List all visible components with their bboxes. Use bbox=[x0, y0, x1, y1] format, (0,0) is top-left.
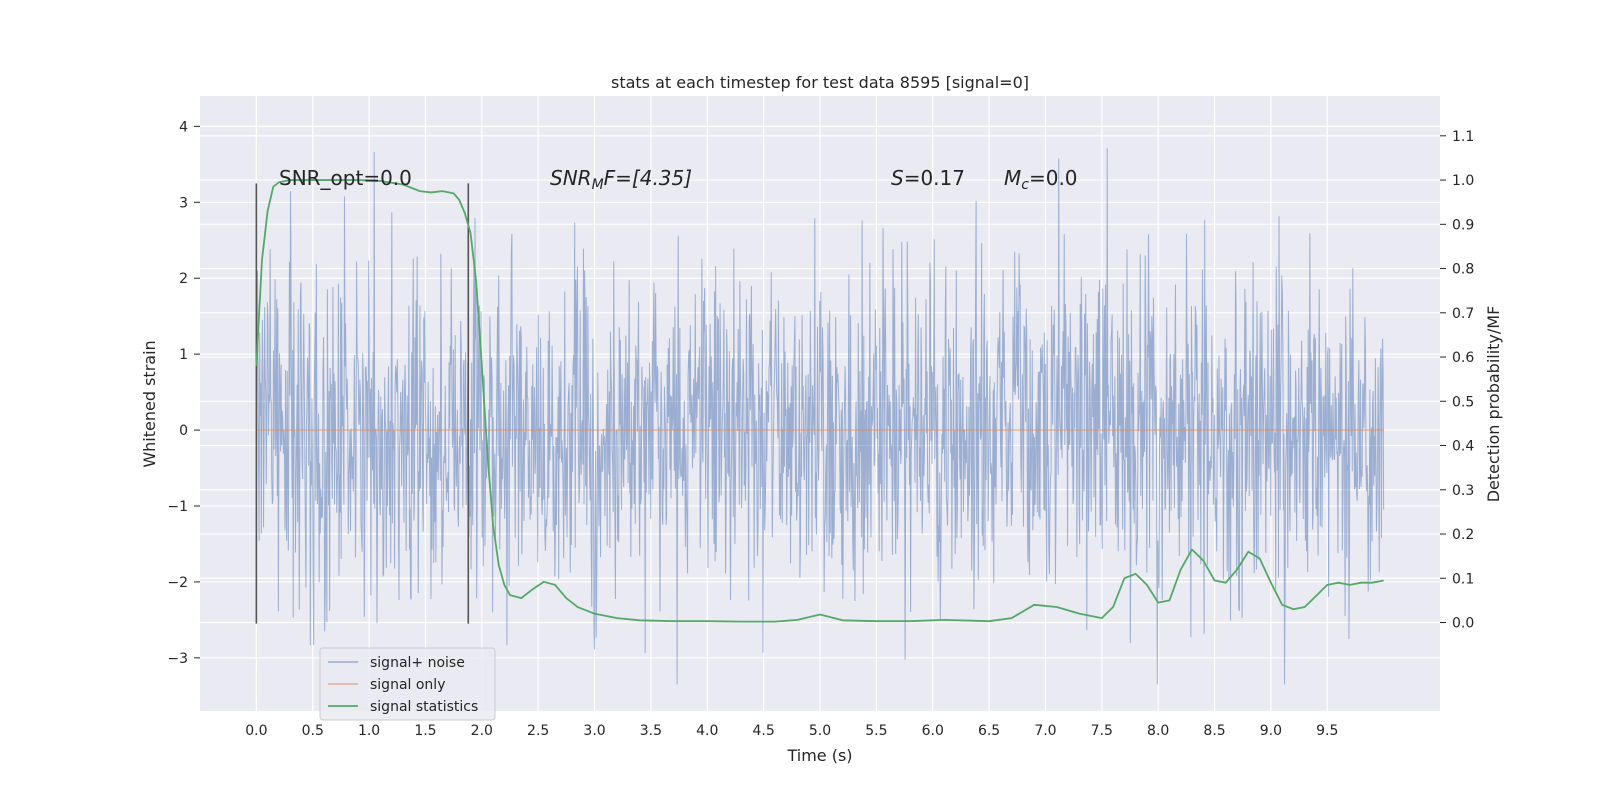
x-tick-label: 6.5 bbox=[978, 723, 1000, 739]
legend-label-signal-statistics: signal statistics bbox=[370, 699, 478, 715]
x-tick-label: 4.5 bbox=[753, 723, 775, 739]
annotation-mc: Mc=0.0 bbox=[1004, 166, 1078, 193]
y-tick-label: 2 bbox=[179, 271, 188, 287]
y-axis-label: Whitened strain bbox=[140, 340, 159, 467]
y-tick-label: 1 bbox=[179, 347, 188, 363]
y2-tick-label: 0.0 bbox=[1452, 616, 1474, 632]
x-tick-label: 9.0 bbox=[1260, 723, 1282, 739]
y-tick-label: 3 bbox=[179, 195, 188, 211]
y2-axis-label: Detection probability/MF bbox=[1484, 306, 1503, 503]
annotation-s-value: =0.17 bbox=[904, 166, 965, 190]
annotation-s: S=0.17 bbox=[891, 166, 965, 190]
y2-tick-label: 1.0 bbox=[1452, 173, 1474, 189]
tick-labels: 0.0 0.5 1.0 1.5 2.0 2.5 3.0 3.5 4.0 4.5 5.0 5.5 6.0 6… bbox=[167, 119, 1474, 739]
annotation-snr-mf-value: F=[4.35] bbox=[604, 166, 692, 190]
legend: signal+ noise signal only signal statist… bbox=[319, 647, 496, 721]
series-signal-statistics bbox=[255, 179, 1384, 623]
x-tick-label: 7.0 bbox=[1034, 723, 1056, 739]
y2-tick-label: 0.3 bbox=[1452, 483, 1474, 499]
x-tick-label: 8.0 bbox=[1147, 723, 1169, 739]
x-axis-label: Time (s) bbox=[786, 746, 852, 765]
x-tick-label: 5.0 bbox=[809, 723, 831, 739]
x-tick-label: 1.0 bbox=[358, 723, 380, 739]
x-tick-label: 7.5 bbox=[1091, 723, 1113, 739]
y-tick-label: 4 bbox=[179, 119, 188, 135]
x-tick-label: 0.5 bbox=[302, 723, 324, 739]
y2-tick-label: 0.8 bbox=[1452, 262, 1474, 278]
annotation-snr-mf-subscript: M bbox=[592, 177, 604, 193]
x-tick-label: 6.0 bbox=[922, 723, 944, 739]
chart-title: stats at each timestep for test data 859… bbox=[611, 73, 1029, 92]
annotation-s-symbol: S bbox=[891, 166, 904, 190]
y2-tick-label: 0.9 bbox=[1452, 217, 1474, 233]
x-tick-label: 8.5 bbox=[1203, 723, 1225, 739]
annotation-mc-subscript: c bbox=[1021, 177, 1029, 193]
x-tick-label: 4.0 bbox=[696, 723, 718, 739]
y-tick-label: −1 bbox=[167, 499, 188, 515]
x-tick-label: 1.5 bbox=[414, 723, 436, 739]
y-tick-label: −3 bbox=[167, 651, 188, 667]
x-tick-label: 2.5 bbox=[527, 723, 549, 739]
y2-tick-label: 0.2 bbox=[1452, 527, 1474, 543]
signal-noise-line bbox=[255, 148, 1385, 685]
signal-statistics-line bbox=[255, 179, 1384, 623]
annotation-mc-value: =0.0 bbox=[1029, 166, 1078, 190]
x-tick-label: 3.0 bbox=[583, 723, 605, 739]
annotation-snr-mf-symbol: SNR bbox=[550, 166, 592, 190]
x-tick-label: 2.0 bbox=[471, 723, 493, 739]
y-tick-label: −2 bbox=[167, 575, 188, 591]
y2-tick-label: 0.5 bbox=[1452, 394, 1474, 410]
y2-tick-label: 1.1 bbox=[1452, 129, 1474, 145]
vertical-markers bbox=[255, 183, 470, 624]
annotation-snr-mf: SNRMF=[4.35] bbox=[550, 166, 692, 193]
x-tick-label: 3.5 bbox=[640, 723, 662, 739]
x-tick-label: 0.0 bbox=[245, 723, 267, 739]
grid bbox=[200, 96, 1440, 711]
x-tick-label: 5.5 bbox=[865, 723, 887, 739]
y2-tick-label: 0.1 bbox=[1452, 571, 1474, 587]
legend-box bbox=[319, 647, 496, 721]
legend-label-signal-noise: signal+ noise bbox=[370, 655, 465, 671]
y2-tick-label: 0.6 bbox=[1452, 350, 1474, 366]
y2-tick-label: 0.4 bbox=[1452, 439, 1474, 455]
y2-tick-label: 0.7 bbox=[1452, 306, 1474, 322]
series-signal-noise bbox=[255, 148, 1385, 685]
annotation-snr-opt: SNR_opt=0.0 bbox=[279, 166, 412, 190]
annotation-mc-symbol: M bbox=[1004, 166, 1021, 190]
y-tick-label: 0 bbox=[179, 423, 188, 439]
legend-label-signal-only: signal only bbox=[370, 677, 445, 693]
x-tick-label: 9.5 bbox=[1316, 723, 1338, 739]
